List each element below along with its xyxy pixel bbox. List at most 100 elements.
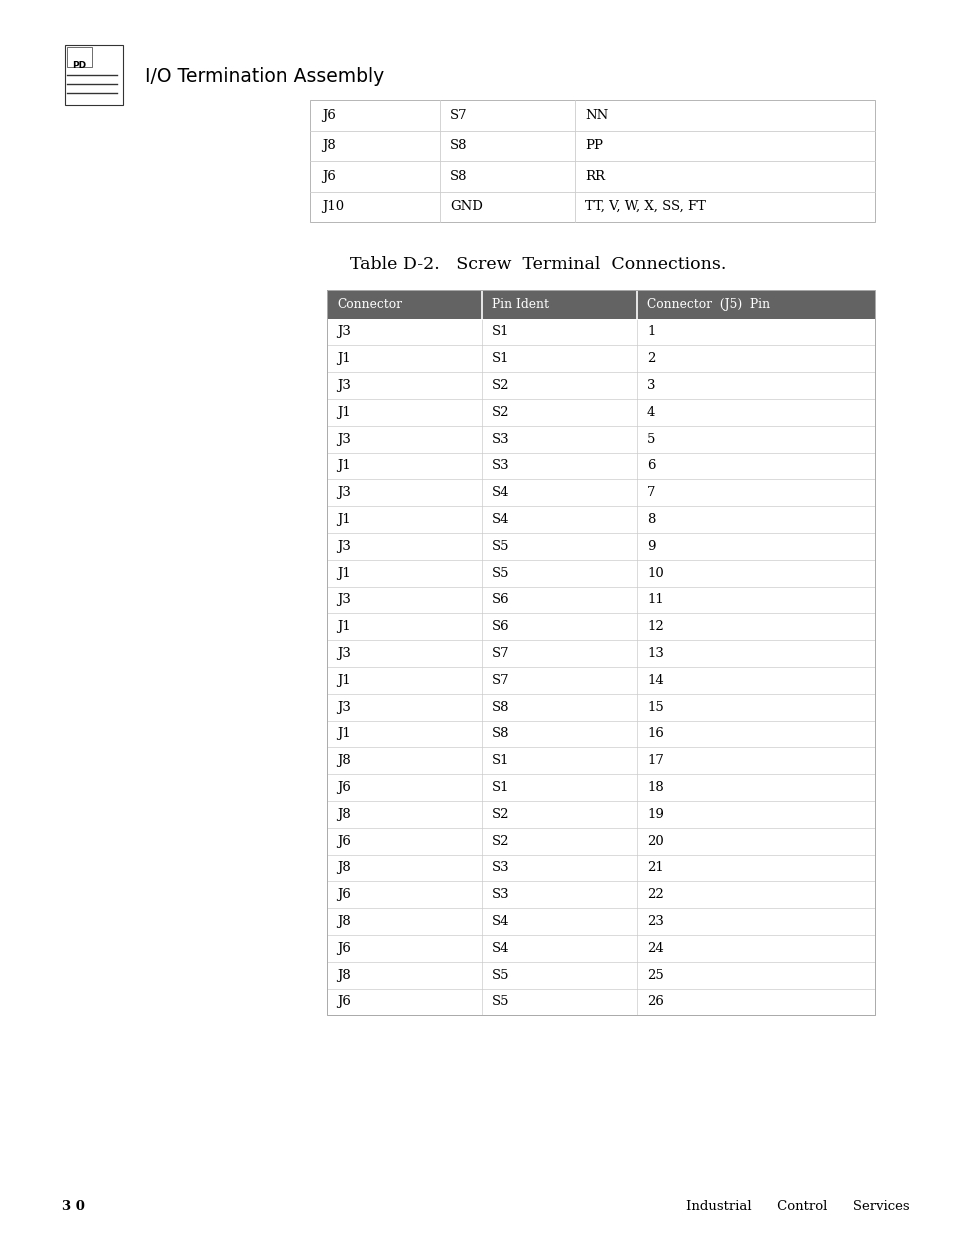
Text: GND: GND bbox=[450, 200, 482, 214]
Text: J3: J3 bbox=[336, 647, 351, 659]
Text: J8: J8 bbox=[336, 861, 351, 874]
Text: 11: 11 bbox=[646, 593, 663, 606]
Text: J1: J1 bbox=[336, 727, 351, 741]
Text: 21: 21 bbox=[646, 861, 663, 874]
Text: S2: S2 bbox=[492, 406, 509, 419]
Text: S7: S7 bbox=[450, 109, 467, 122]
Text: 17: 17 bbox=[646, 755, 663, 767]
Text: J1: J1 bbox=[336, 567, 351, 579]
Text: 18: 18 bbox=[646, 781, 663, 794]
Text: S2: S2 bbox=[492, 379, 509, 391]
Text: S2: S2 bbox=[492, 835, 509, 847]
Text: S5: S5 bbox=[492, 540, 509, 553]
Bar bbox=[65, 44, 123, 105]
Text: S5: S5 bbox=[492, 567, 509, 579]
Text: 13: 13 bbox=[646, 647, 663, 659]
Text: J3: J3 bbox=[336, 325, 351, 338]
Text: 20: 20 bbox=[646, 835, 663, 847]
Text: S1: S1 bbox=[492, 325, 509, 338]
Text: S3: S3 bbox=[492, 459, 509, 473]
Text: Pin Ident: Pin Ident bbox=[492, 298, 548, 311]
Text: Connector  (J5)  Pin: Connector (J5) Pin bbox=[646, 298, 769, 311]
Text: J6: J6 bbox=[336, 942, 351, 955]
Text: Table D-2.   Screw  Terminal  Connections.: Table D-2. Screw Terminal Connections. bbox=[350, 256, 725, 273]
Text: 3 0: 3 0 bbox=[62, 1200, 85, 1214]
Text: I/O Termination Assembly: I/O Termination Assembly bbox=[145, 68, 384, 86]
Text: PD: PD bbox=[72, 62, 87, 70]
Text: 8: 8 bbox=[646, 513, 655, 526]
Text: J6: J6 bbox=[336, 835, 351, 847]
Text: 23: 23 bbox=[646, 915, 663, 927]
Text: S3: S3 bbox=[492, 888, 509, 902]
Bar bbox=[310, 100, 874, 222]
Text: J8: J8 bbox=[336, 808, 351, 821]
Text: J1: J1 bbox=[336, 674, 351, 687]
Text: PP: PP bbox=[584, 140, 602, 152]
Text: J6: J6 bbox=[322, 169, 335, 183]
Text: J3: J3 bbox=[336, 487, 351, 499]
Text: J1: J1 bbox=[336, 406, 351, 419]
Text: J1: J1 bbox=[336, 620, 351, 634]
Text: 4: 4 bbox=[646, 406, 655, 419]
Text: J3: J3 bbox=[336, 432, 351, 446]
Text: S1: S1 bbox=[492, 755, 509, 767]
Text: 3: 3 bbox=[646, 379, 655, 391]
Text: J8: J8 bbox=[336, 755, 351, 767]
Text: 12: 12 bbox=[646, 620, 663, 634]
Text: Connector: Connector bbox=[336, 298, 401, 311]
Text: 15: 15 bbox=[646, 700, 663, 714]
Text: S2: S2 bbox=[492, 808, 509, 821]
Text: J6: J6 bbox=[336, 781, 351, 794]
Text: J6: J6 bbox=[322, 109, 335, 122]
Text: 14: 14 bbox=[646, 674, 663, 687]
Text: J1: J1 bbox=[336, 513, 351, 526]
Text: S4: S4 bbox=[492, 942, 509, 955]
Text: J3: J3 bbox=[336, 540, 351, 553]
Text: J3: J3 bbox=[336, 379, 351, 391]
Text: S8: S8 bbox=[450, 140, 467, 152]
Text: S5: S5 bbox=[492, 968, 509, 982]
Text: S8: S8 bbox=[492, 727, 509, 741]
Text: S3: S3 bbox=[492, 861, 509, 874]
Text: RR: RR bbox=[584, 169, 604, 183]
Bar bbox=[327, 290, 874, 319]
Bar bbox=[327, 290, 874, 1015]
Text: 1: 1 bbox=[646, 325, 655, 338]
Text: Industrial      Control      Services: Industrial Control Services bbox=[685, 1200, 909, 1214]
Text: 6: 6 bbox=[646, 459, 655, 473]
Text: 9: 9 bbox=[646, 540, 655, 553]
Text: S6: S6 bbox=[492, 620, 509, 634]
Text: S7: S7 bbox=[492, 674, 509, 687]
Bar bbox=[70, 47, 120, 100]
Bar bbox=[67, 47, 91, 67]
Text: J8: J8 bbox=[336, 968, 351, 982]
Text: S4: S4 bbox=[492, 487, 509, 499]
Text: 2: 2 bbox=[646, 352, 655, 366]
Text: 22: 22 bbox=[646, 888, 663, 902]
Text: J1: J1 bbox=[336, 459, 351, 473]
Text: S5: S5 bbox=[492, 995, 509, 1009]
Text: J8: J8 bbox=[322, 140, 335, 152]
Text: J3: J3 bbox=[336, 593, 351, 606]
Text: 25: 25 bbox=[646, 968, 663, 982]
Text: 16: 16 bbox=[646, 727, 663, 741]
Text: 10: 10 bbox=[646, 567, 663, 579]
Text: 7: 7 bbox=[646, 487, 655, 499]
Text: S1: S1 bbox=[492, 781, 509, 794]
Text: S1: S1 bbox=[492, 352, 509, 366]
Text: S4: S4 bbox=[492, 513, 509, 526]
Text: 24: 24 bbox=[646, 942, 663, 955]
Text: NN: NN bbox=[584, 109, 608, 122]
Text: S8: S8 bbox=[492, 700, 509, 714]
Text: S7: S7 bbox=[492, 647, 509, 659]
Text: 26: 26 bbox=[646, 995, 663, 1009]
Text: S3: S3 bbox=[492, 432, 509, 446]
Text: 5: 5 bbox=[646, 432, 655, 446]
Text: S6: S6 bbox=[492, 593, 509, 606]
Text: J3: J3 bbox=[336, 700, 351, 714]
Text: 19: 19 bbox=[646, 808, 663, 821]
Text: TT, V, W, X, SS, FT: TT, V, W, X, SS, FT bbox=[584, 200, 705, 214]
Text: S4: S4 bbox=[492, 915, 509, 927]
Text: J6: J6 bbox=[336, 995, 351, 1009]
Text: S8: S8 bbox=[450, 169, 467, 183]
